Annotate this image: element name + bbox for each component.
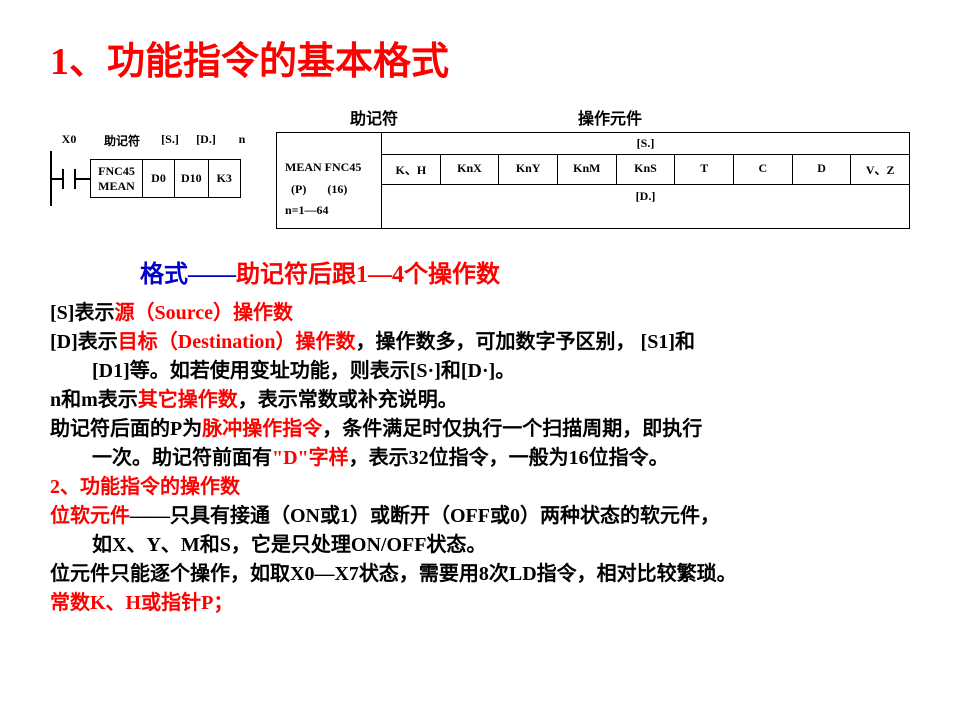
- op-cell-7: D: [793, 155, 852, 184]
- op-cell-6: C: [734, 155, 793, 184]
- op-cell-5: T: [675, 155, 734, 184]
- l4a: 助记符后面的P为: [50, 418, 202, 440]
- l4e: "D"字样: [272, 447, 349, 469]
- op-cell-8: V、Z: [851, 155, 909, 184]
- op-cell-1: KnX: [441, 155, 500, 184]
- op-d-footer: [D.]: [382, 185, 909, 208]
- l1a: [S]表示: [50, 302, 114, 324]
- ladder-fnc-bot: MEAN: [97, 179, 136, 193]
- operand-table: MEAN FNC45 (P) (16) n=1—64 [S.] K、H KnX …: [276, 132, 910, 229]
- ladder-instruction-table: FNC45 MEAN D0 D10 K3: [90, 159, 241, 198]
- ladder-fnc-top: FNC45: [97, 164, 136, 178]
- l4f: ，表示32位指令，一般为16位指令。: [349, 447, 669, 469]
- l3b: 其它操作数: [138, 389, 238, 411]
- l4b: 脉冲操作指令: [202, 418, 322, 440]
- ladder-h0: X0: [50, 132, 88, 149]
- diagrams-row: X0 助记符 [S.] [D.] n FNC45 MEAN D0 D10: [50, 132, 910, 229]
- op-cell-4: KnS: [617, 155, 676, 184]
- ladder-h4: n: [228, 132, 256, 149]
- op-left-l2: (P) (16): [285, 179, 373, 201]
- ladder-c2: D10: [175, 160, 209, 198]
- label-operand: 操作元件: [578, 105, 642, 129]
- l1b: 源（Source）操作数: [114, 302, 293, 324]
- op-left-l1: MEAN FNC45: [285, 157, 373, 179]
- ladder-c1: D0: [143, 160, 175, 198]
- ladder-diagram: X0 助记符 [S.] [D.] n FNC45 MEAN D0 D10: [50, 132, 256, 206]
- l2a: [D]表示: [50, 331, 118, 353]
- page-title: 1、功能指令的基本格式: [50, 30, 910, 85]
- l4d: 一次。助记符前面有: [92, 447, 272, 469]
- l5a: 位软元件: [50, 505, 130, 527]
- operand-left-col: MEAN FNC45 (P) (16) n=1—64: [277, 133, 382, 228]
- l5b: ——只具有接通（ON或1）或断开（OFF或0）两种状态的软元件，: [130, 505, 720, 527]
- format-line: 格式——助记符后跟1—4个操作数: [140, 254, 910, 289]
- ladder-h3: [D.]: [192, 132, 220, 149]
- l3a: n和m表示: [50, 389, 138, 411]
- ladder-h2: [S.]: [156, 132, 184, 149]
- ladder-c3: K3: [208, 160, 240, 198]
- op-cell-3: KnM: [558, 155, 617, 184]
- label-mnemonic: 助记符: [350, 105, 398, 129]
- l2b: 目标（Destination）操作数: [118, 331, 356, 353]
- l2d: [D1]等。如若使用变址功能，则表示[S·]和[D·]。: [50, 357, 910, 386]
- op-left-l3: n=1—64: [285, 200, 373, 222]
- op-cell-2: KnY: [499, 155, 558, 184]
- op-cell-0: K、H: [382, 155, 441, 184]
- l7: 常数K、H或指针P；: [50, 589, 910, 618]
- op-s-header: [S.]: [382, 133, 909, 155]
- l6: 位元件只能逐个操作，如取X0—X7状态，需要用8次LD指令，相对比较繁琐。: [50, 560, 910, 589]
- l5c: 如X、Y、M和S，它是只处理ON/OFF状态。: [50, 531, 910, 560]
- format-p2: 助记符后跟1—4个操作数: [236, 262, 500, 288]
- l3c: ，表示常数或补充说明。: [238, 389, 458, 411]
- l2c: ，操作数多，可加数字予区别， [S1]和: [356, 331, 695, 353]
- l4c: ，条件满足时仅执行一个扫描周期，即执行: [322, 418, 702, 440]
- top-labels: 助记符 操作元件: [350, 105, 910, 129]
- ladder-h1: 助记符: [96, 132, 148, 149]
- op-cells-row: K、H KnX KnY KnM KnS T C D V、Z: [382, 155, 909, 185]
- format-p1: 格式——: [140, 262, 236, 288]
- sec2-title: 2、功能指令的操作数: [50, 473, 910, 502]
- body-text: [S]表示源（Source）操作数 [D]表示目标（Destination）操作…: [50, 299, 910, 618]
